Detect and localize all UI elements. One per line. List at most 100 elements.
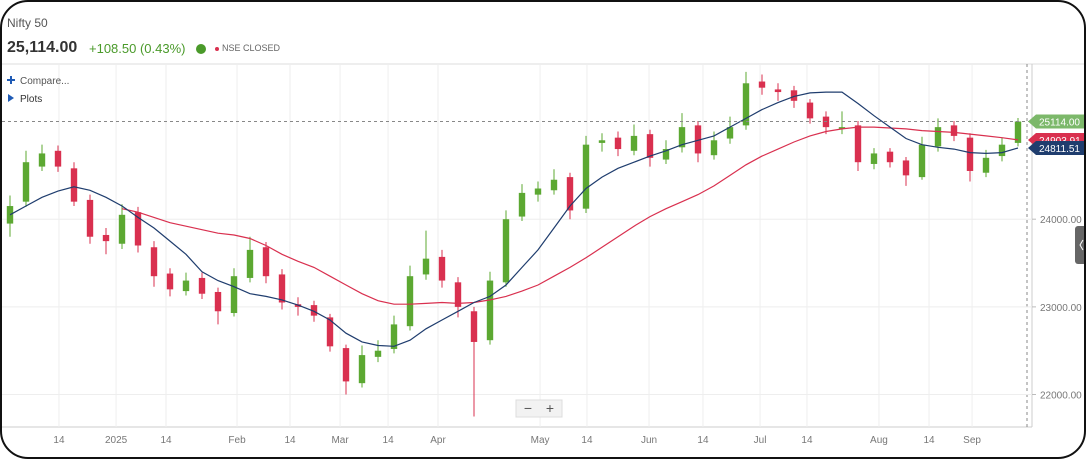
plots-icon — [8, 94, 14, 102]
candle-body — [198, 277, 206, 294]
candle-body — [22, 162, 30, 202]
candle-body — [86, 199, 94, 237]
candle-body — [998, 144, 1006, 157]
candle-body — [662, 149, 670, 160]
x-tick-label: 2025 — [105, 435, 128, 446]
candle-body — [774, 89, 782, 93]
candle-body — [950, 125, 958, 136]
status-dot — [215, 47, 219, 51]
candle-body — [310, 305, 318, 316]
x-tick-label: Mar — [331, 435, 349, 446]
candle-body — [422, 258, 430, 275]
x-tick-label: Apr — [430, 435, 446, 446]
candle-body — [886, 151, 894, 163]
candle-body — [358, 355, 366, 384]
candle-body — [694, 125, 702, 154]
x-tick-label: Aug — [870, 435, 888, 446]
y-tick-label: 22000.00 — [1040, 391, 1082, 402]
zoom-bar — [515, 399, 563, 418]
candle-body — [614, 137, 622, 150]
candle-body — [790, 90, 798, 101]
candle-body — [726, 127, 734, 139]
candle-body — [38, 153, 46, 167]
candle-body — [70, 168, 78, 202]
candle-body — [758, 81, 766, 88]
x-tick-label: Jul — [754, 435, 767, 446]
price-change: +108.50 (0.43%) — [89, 41, 186, 56]
candle-body — [486, 280, 494, 341]
candle-body — [326, 317, 334, 347]
x-tick-label: 14 — [581, 435, 593, 446]
y-tick-label: 23000.00 — [1040, 303, 1082, 314]
candle-body — [54, 150, 62, 167]
candle-body — [278, 274, 286, 303]
candle-body — [534, 188, 542, 195]
candle-body — [918, 144, 926, 178]
x-tick-label: Sep — [963, 435, 981, 446]
price-tag-label: 25114.00 — [1039, 118, 1080, 129]
x-tick-label: Feb — [228, 435, 246, 446]
compare-button[interactable]: Compare... — [20, 76, 69, 87]
x-tick-label: 14 — [160, 435, 172, 446]
candle-body — [470, 311, 478, 342]
price: 25,114.00 — [7, 39, 78, 56]
candle-body — [742, 83, 750, 126]
price-tag — [1028, 114, 1084, 129]
x-tick-label: 14 — [801, 435, 813, 446]
candle-body — [118, 214, 126, 244]
x-tick-label: 14 — [284, 435, 296, 446]
plots-button[interactable]: Plots — [20, 94, 42, 105]
candle-body — [454, 282, 462, 307]
candle-body — [342, 348, 350, 382]
x-tick-label: 14 — [53, 435, 65, 446]
y-tick-label: 24000.00 — [1040, 215, 1082, 226]
candle-body — [6, 206, 14, 224]
candle-body — [598, 140, 606, 143]
candle-body — [150, 247, 158, 277]
candle-body — [806, 102, 814, 119]
moving-average-line — [9, 91, 1019, 347]
candle-body — [502, 219, 510, 283]
candle-body — [870, 153, 878, 164]
price-tag-label: 24811.51 — [1039, 144, 1080, 155]
handle-icon — [1079, 239, 1084, 251]
instrument-name: Nifty 50 — [7, 16, 48, 30]
candle-body — [678, 127, 686, 148]
candle-body — [374, 350, 382, 357]
x-tick-label: 14 — [923, 435, 935, 446]
candle-body — [214, 291, 222, 312]
candle-body — [246, 249, 254, 278]
candle-body — [182, 280, 190, 292]
candle-body — [566, 177, 574, 211]
candle-body — [966, 137, 974, 171]
candle-body — [646, 134, 654, 158]
candle-body — [582, 144, 590, 209]
candle-body — [902, 160, 910, 176]
candle-body — [982, 157, 990, 173]
candle-body — [390, 324, 398, 349]
candle-body — [550, 179, 558, 191]
candle-body — [854, 125, 862, 163]
x-tick-label: Jun — [641, 435, 657, 446]
zoom-in[interactable]: + — [546, 400, 554, 416]
candle-body — [1014, 121, 1022, 143]
up-icon — [196, 44, 206, 54]
x-tick-label: 14 — [383, 435, 395, 446]
candle-body — [166, 273, 174, 290]
compare-icon — [7, 76, 15, 84]
candle-body — [710, 140, 718, 156]
candle-body — [518, 192, 526, 217]
candle-body — [934, 127, 942, 147]
candle-body — [102, 234, 110, 242]
zoom-out[interactable]: − — [524, 400, 532, 416]
price-tag — [1028, 141, 1084, 156]
moving-average-line — [121, 126, 1019, 305]
candle-body — [134, 212, 142, 246]
candle-body — [838, 127, 846, 129]
x-tick-label: 14 — [697, 435, 709, 446]
market-status: NSE CLOSED — [222, 43, 281, 53]
candle-body — [262, 247, 270, 277]
candle-body — [438, 256, 446, 281]
x-tick-label: May — [531, 435, 550, 446]
